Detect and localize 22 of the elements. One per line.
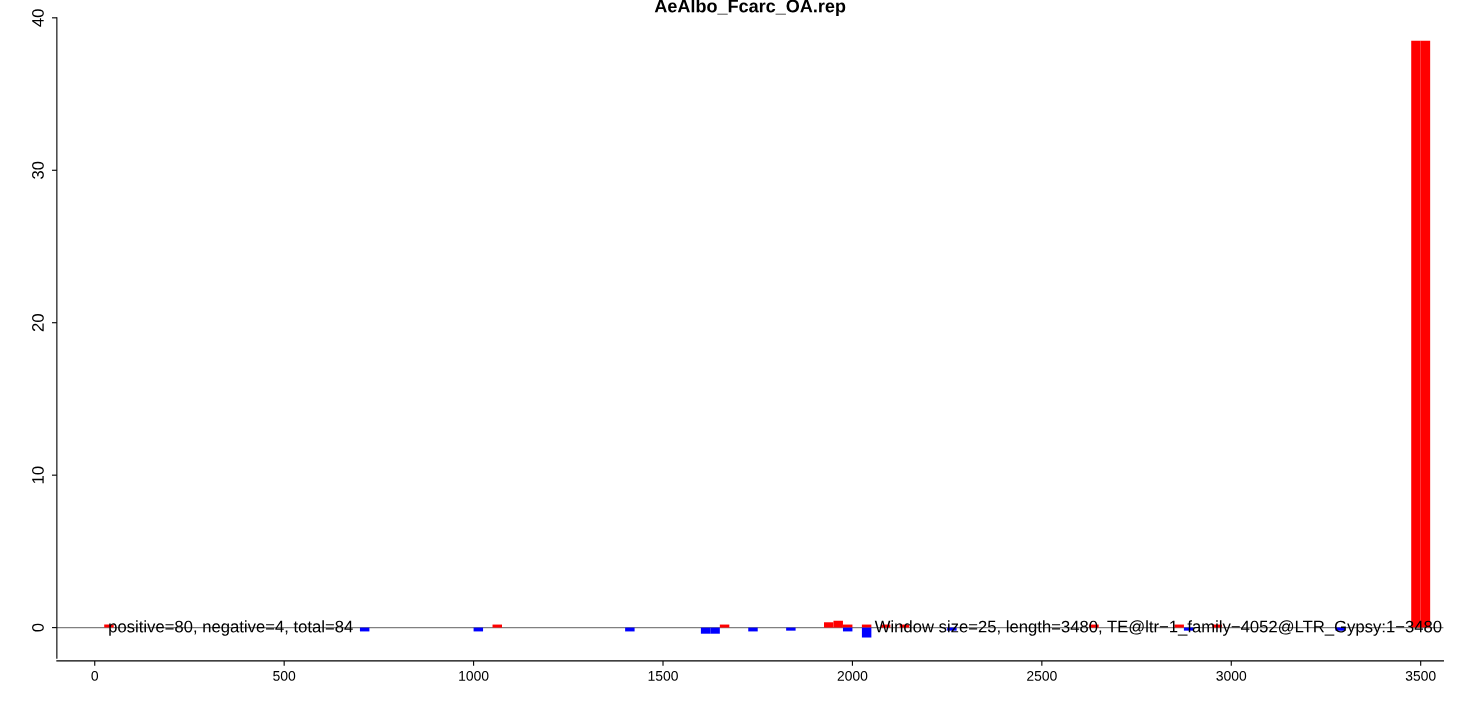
x-tick-label: 2500 (1027, 670, 1057, 681)
bar (1174, 624, 1184, 628)
y-tick-label: 30 (32, 161, 44, 179)
bar (861, 627, 872, 638)
annotation: positive=80, negative=4, total=84 (109, 620, 353, 636)
x-tick-label: 1500 (648, 670, 678, 681)
x-tick-label: 3500 (1405, 670, 1436, 681)
x-tick-label: 500 (273, 670, 296, 681)
y-tick-label: 40 (32, 9, 44, 27)
annotation: Window size=25, length=3480, TE@ltr−1_family−4052@LTR_Gypsy:1−3480 (874, 620, 1442, 636)
bar (719, 624, 730, 628)
y-tick-label: 0 (32, 623, 44, 632)
x-tick-label: 3000 (1216, 670, 1247, 681)
y-tick-label: 10 (32, 466, 44, 484)
bar (492, 624, 502, 628)
x-tick-label: 2000 (837, 670, 868, 681)
chart-title: AeAlbo_Fcarc_OA.rep (654, 0, 846, 17)
bar (786, 627, 796, 631)
y-tick-label: 20 (32, 314, 44, 332)
bar (861, 624, 872, 628)
x-tick-label: 1000 (459, 670, 489, 681)
x-tick-label: 0 (91, 670, 99, 681)
